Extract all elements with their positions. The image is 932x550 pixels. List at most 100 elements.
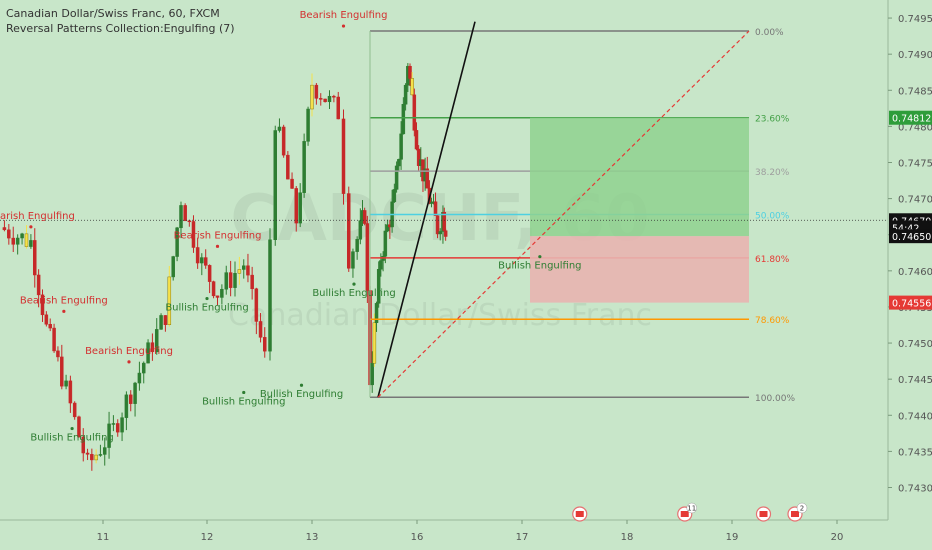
candle-body <box>179 205 183 229</box>
candle-body <box>224 272 228 290</box>
candle-body <box>215 295 220 298</box>
candle-body <box>85 452 90 455</box>
pattern-marker <box>205 296 209 301</box>
loss-zone <box>530 236 749 303</box>
candle-body <box>94 454 98 461</box>
candle-body <box>237 269 242 274</box>
candle-body <box>412 94 417 131</box>
candle-body <box>302 141 306 193</box>
candle-body <box>435 215 440 235</box>
candle-body <box>323 98 327 103</box>
event-count: 11 <box>687 505 696 513</box>
bullish-engulfing-label: Bullish Engulfing <box>165 303 248 314</box>
price-tag-label: 0.74650 <box>892 232 931 243</box>
fib-level-label: 0.00% <box>755 28 784 38</box>
candle-body <box>392 189 397 203</box>
candle-body <box>146 342 150 364</box>
fib-level-label: 100.00% <box>755 394 795 404</box>
candle-body <box>401 103 406 135</box>
price-tag <box>889 295 932 310</box>
candle-body <box>56 350 60 358</box>
candle-body <box>102 447 107 455</box>
candle-body <box>310 84 314 110</box>
candle-body <box>2 227 7 231</box>
candle-body <box>410 78 414 96</box>
candle-body <box>277 126 282 131</box>
candle-body <box>286 154 290 180</box>
candle-body <box>408 65 412 79</box>
x-tick-label: 18 <box>621 532 634 543</box>
x-tick-label: 19 <box>726 532 739 543</box>
candle-body <box>362 210 367 224</box>
candle-body <box>347 193 351 269</box>
pattern-marker <box>341 24 346 28</box>
price-tag <box>889 110 932 125</box>
bearish-engulfing-label: Bearish Engulfing <box>174 230 262 241</box>
candle-body <box>133 382 137 404</box>
candle-body <box>358 220 363 240</box>
candle-body <box>403 84 408 105</box>
x-tick-label: 13 <box>306 532 319 543</box>
x-tick-label: 20 <box>831 532 844 543</box>
indicator-title[interactable]: Reversal Patterns Collection:Engulfing (… <box>6 22 235 35</box>
candle-body <box>64 380 68 387</box>
candle-body <box>191 221 196 248</box>
price-tag-label: 0.74556 <box>892 299 931 310</box>
flag-icon <box>791 511 799 517</box>
bearish-engulfing-label: Bearish Engulfing <box>0 211 75 222</box>
candle-body <box>72 402 77 418</box>
candle-body <box>355 239 359 252</box>
candle-body <box>150 342 155 353</box>
candle-body <box>250 274 254 290</box>
candle-body <box>171 256 175 278</box>
pattern-marker <box>70 426 74 431</box>
candle-body <box>81 436 86 454</box>
pattern-marker <box>299 383 304 387</box>
candle-body <box>60 356 64 387</box>
pattern-marker <box>538 255 542 259</box>
symbol-title[interactable]: Canadian Dollar/Swiss Franc, 60, FXCM <box>6 7 220 20</box>
candle-body <box>124 394 129 418</box>
candle-body <box>268 239 272 352</box>
bearish-engulfing-label: Bearish Engulfing <box>85 346 173 357</box>
candle-body <box>443 230 448 237</box>
candle-body <box>68 380 73 404</box>
candle-body <box>372 322 377 364</box>
candle-body <box>399 133 403 160</box>
candle-body <box>195 247 200 264</box>
candle-body <box>183 205 187 222</box>
trend-line <box>377 21 476 398</box>
fib-level-label: 23.60% <box>755 115 790 125</box>
flag-icon <box>680 511 689 517</box>
x-tick-label: 16 <box>411 532 424 543</box>
candle-body <box>281 126 286 156</box>
candle-body <box>273 130 277 240</box>
profit-zone <box>530 117 749 237</box>
candle-body <box>429 202 434 204</box>
x-tick-label: 11 <box>97 532 110 543</box>
candle-body <box>52 327 56 352</box>
candle-body <box>11 237 15 245</box>
candle-body <box>294 188 298 224</box>
pattern-marker <box>242 390 246 395</box>
candle-body <box>203 257 208 266</box>
candle-body <box>154 329 159 353</box>
candle-body <box>77 416 81 438</box>
candle-body <box>351 251 355 269</box>
bearish-engulfing-label: Bearish Engulfing <box>300 10 388 21</box>
candle-body <box>90 454 94 461</box>
pattern-marker <box>62 309 66 313</box>
candle-body <box>374 303 379 323</box>
pattern-marker <box>215 244 220 248</box>
candle-body <box>425 168 430 189</box>
candle-body <box>365 223 370 291</box>
bullish-engulfing-label: Bullish Engulfing <box>498 261 581 272</box>
candle-body <box>15 237 20 245</box>
